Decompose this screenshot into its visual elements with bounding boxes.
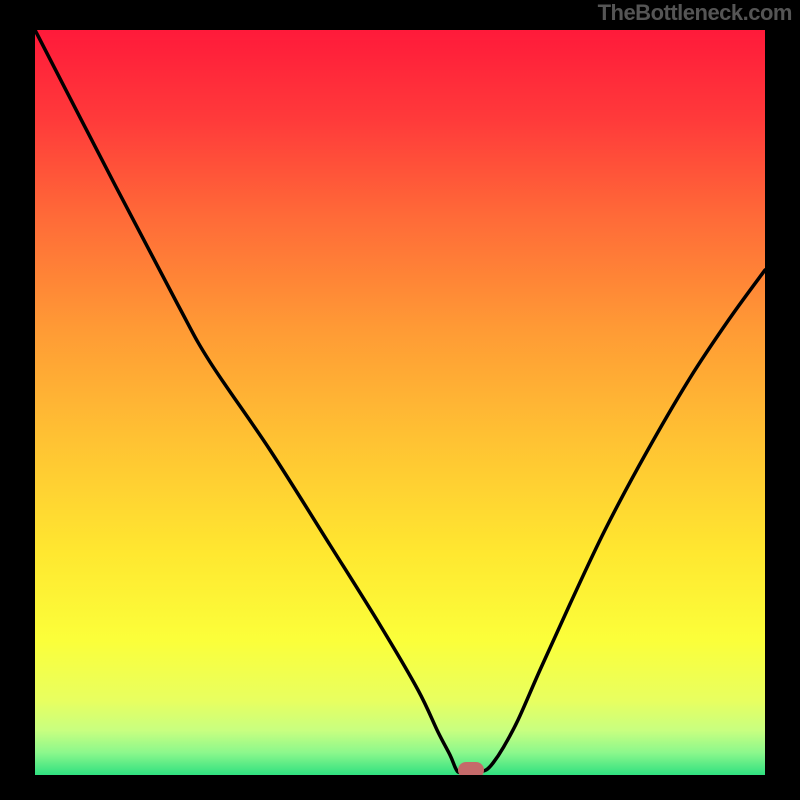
optimal-point-marker <box>458 762 484 775</box>
attribution-label: TheBottleneck.com <box>598 0 792 26</box>
plot-area <box>35 30 765 775</box>
bottleneck-curve <box>35 30 765 775</box>
chart-container: TheBottleneck.com <box>0 0 800 800</box>
curve-path <box>35 30 765 772</box>
